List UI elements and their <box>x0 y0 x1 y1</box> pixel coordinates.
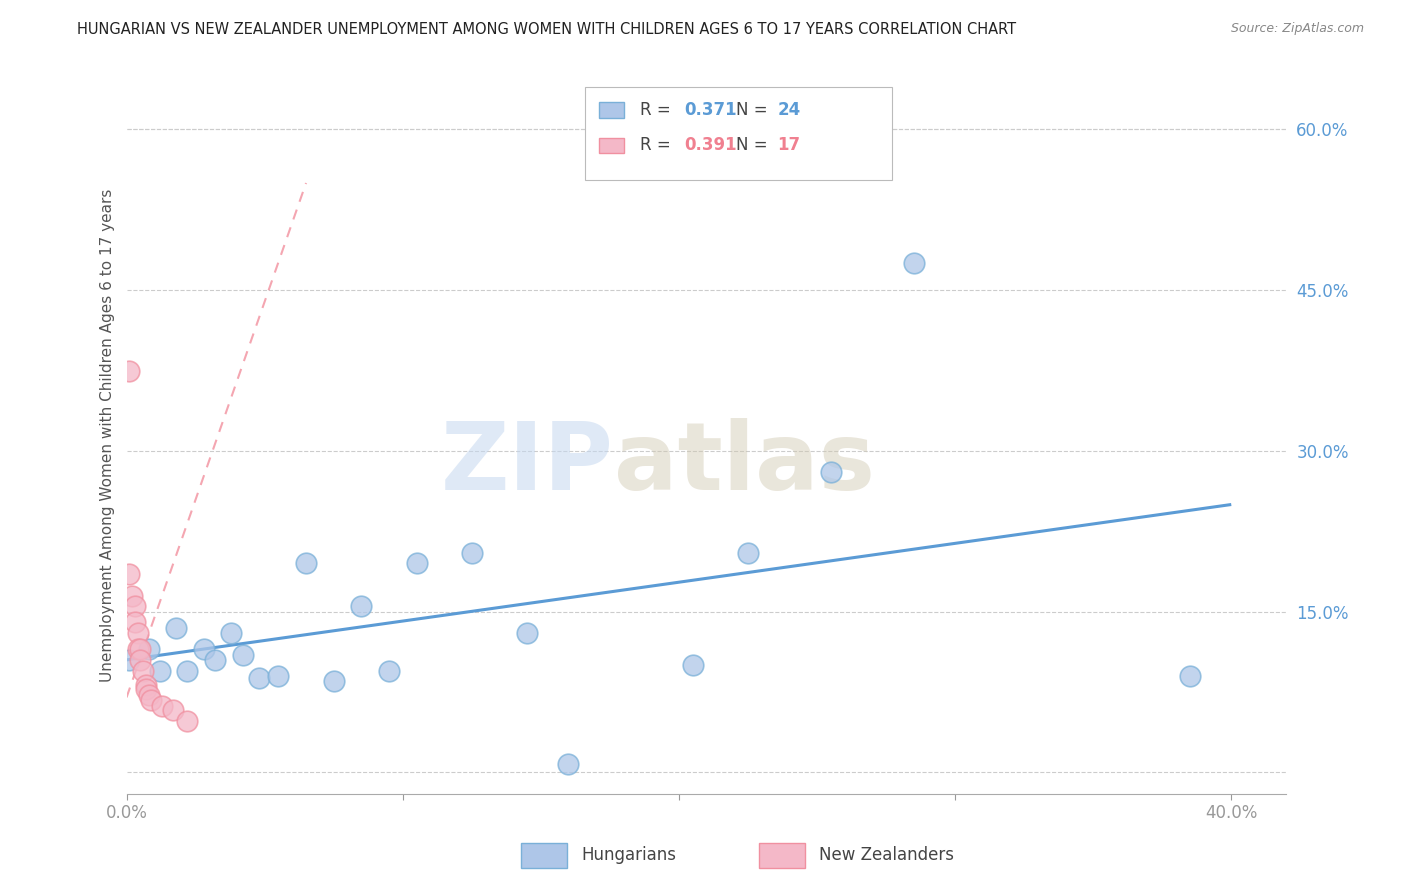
Point <box>118 567 141 582</box>
Point <box>267 669 290 683</box>
Point <box>138 688 160 702</box>
Point <box>141 692 163 706</box>
Text: N =: N = <box>735 102 772 120</box>
Point <box>138 642 160 657</box>
FancyBboxPatch shape <box>599 103 624 118</box>
Point <box>135 681 157 696</box>
FancyBboxPatch shape <box>759 843 806 868</box>
Text: 0.391: 0.391 <box>685 136 737 154</box>
Point <box>121 589 143 603</box>
Y-axis label: Unemployment Among Women with Children Ages 6 to 17 years: Unemployment Among Women with Children A… <box>100 188 115 681</box>
Point <box>165 621 187 635</box>
Point <box>461 546 484 560</box>
Text: R =: R = <box>640 102 676 120</box>
Point <box>129 653 152 667</box>
Point <box>378 664 401 678</box>
Point <box>124 599 146 614</box>
Point <box>118 363 141 377</box>
Point <box>557 756 579 771</box>
FancyBboxPatch shape <box>599 137 624 153</box>
Point <box>516 626 538 640</box>
Text: atlas: atlas <box>613 417 875 509</box>
FancyBboxPatch shape <box>585 87 893 180</box>
Point <box>1178 669 1201 683</box>
Point <box>350 599 373 614</box>
Text: R =: R = <box>640 136 676 154</box>
Point <box>127 642 149 657</box>
FancyBboxPatch shape <box>520 843 568 868</box>
Point <box>204 653 226 667</box>
Text: HUNGARIAN VS NEW ZEALANDER UNEMPLOYMENT AMONG WOMEN WITH CHILDREN AGES 6 TO 17 Y: HUNGARIAN VS NEW ZEALANDER UNEMPLOYMENT … <box>77 22 1017 37</box>
Point <box>221 626 243 640</box>
Text: N =: N = <box>735 136 772 154</box>
Point <box>135 677 157 691</box>
Text: 0.371: 0.371 <box>685 102 737 120</box>
Point <box>193 642 215 657</box>
Point <box>132 664 155 678</box>
Point <box>247 671 270 685</box>
Point <box>405 557 427 571</box>
Point <box>737 546 759 560</box>
Point <box>149 664 172 678</box>
Point <box>295 557 318 571</box>
Text: New Zealanders: New Zealanders <box>820 846 955 864</box>
Point <box>152 698 174 713</box>
Point <box>231 648 254 662</box>
Text: Hungarians: Hungarians <box>581 846 676 864</box>
Point <box>127 626 149 640</box>
Text: ZIP: ZIP <box>441 417 613 509</box>
Text: 17: 17 <box>778 136 800 154</box>
Point <box>903 256 925 270</box>
Point <box>129 642 152 657</box>
Point <box>322 674 344 689</box>
Text: Source: ZipAtlas.com: Source: ZipAtlas.com <box>1230 22 1364 36</box>
Point <box>176 664 198 678</box>
Point <box>118 653 141 667</box>
Text: 24: 24 <box>778 102 800 120</box>
Point <box>176 714 198 728</box>
Point <box>162 703 184 717</box>
Point <box>682 658 704 673</box>
Point <box>820 466 842 480</box>
Point <box>124 615 146 630</box>
